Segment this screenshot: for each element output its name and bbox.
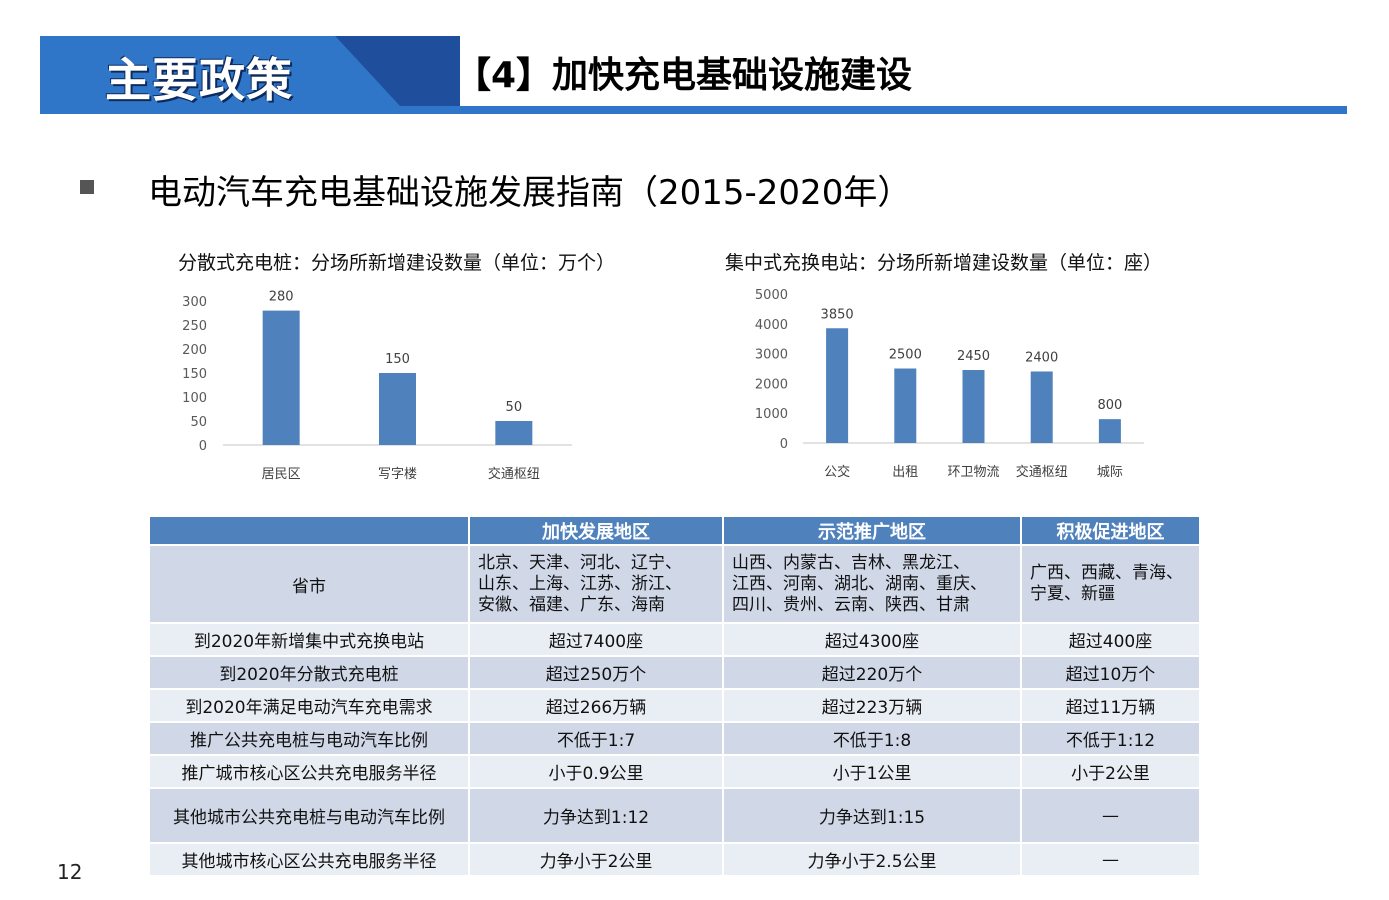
table-cell: 超过4300座	[724, 624, 1020, 655]
row-label: 推广城市核心区公共充电服务半径	[150, 756, 468, 787]
table-header-row: 加快发展地区 示范推广地区 积极促进地区	[150, 517, 1199, 544]
row-label: 到2020年分散式充电桩	[150, 657, 468, 688]
table-cell: 不低于1:7	[470, 723, 722, 754]
table-cell: 超过220万个	[724, 657, 1020, 688]
chart2-category-label: 环卫物流	[947, 465, 999, 480]
table-cell: 力争小于2.5公里	[724, 844, 1020, 875]
chart1-bar-chart: 0 50 100 150 200 250 300 280 居民区 150 写字楼 50 交通枢纽	[182, 290, 572, 482]
chart2-bar-chart: 0 1000 2000 3000 4000 5000 3850 公交 2500 出租 2450 环卫物…	[755, 288, 1144, 480]
table-cell: 超过266万辆	[470, 690, 722, 721]
row-label: 到2020年满足电动汽车充电需求	[150, 690, 468, 721]
row-label: 到2020年新增集中式充换电站	[150, 624, 468, 655]
table-cell: 广西、西藏、青海、 宁夏、新疆	[1022, 546, 1199, 622]
chart2-y-tick-label: 2000	[755, 377, 788, 392]
table-cell: 超过223万辆	[724, 690, 1020, 721]
chart1-data-label: 50	[506, 400, 523, 415]
table-cell: 力争达到1:15	[724, 789, 1020, 842]
chart1-y-tick-label: 200	[182, 343, 207, 358]
table-cell: 不低于1:12	[1022, 723, 1199, 754]
table-cell: 小于2公里	[1022, 756, 1199, 787]
table-header-accelerated: 加快发展地区	[470, 517, 722, 544]
chart1-category-label: 居民区	[262, 467, 301, 482]
header-rule	[40, 106, 1347, 114]
chart2-bar	[1098, 419, 1121, 443]
table-header-demonstration: 示范推广地区	[724, 517, 1020, 544]
chart2-y-tick-label: 5000	[755, 288, 788, 303]
table-row: 推广城市核心区公共充电服务半径 小于0.9公里 小于1公里 小于2公里	[150, 756, 1199, 787]
chart2-bar	[962, 369, 985, 443]
page-number: 12	[57, 860, 83, 884]
chart1-category-label: 写字楼	[378, 467, 417, 482]
chart1-title: 分散式充电桩：分场所新增建设数量（单位：万个）	[178, 252, 616, 274]
chart2-category-label: 城际	[1097, 465, 1123, 480]
chart1-data-label: 280	[269, 290, 294, 305]
chart1-y-tick-label: 100	[182, 391, 207, 406]
policy-table: 加快发展地区 示范推广地区 积极促进地区 省市 北京、天津、河北、辽宁、 山东、上…	[148, 515, 1201, 877]
chart2-y-tick-label: 0	[780, 437, 788, 452]
table-row: 推广公共充电桩与电动汽车比例 不低于1:7 不低于1:8 不低于1:12	[150, 723, 1199, 754]
table-row: 其他城市核心区公共充电服务半径 力争小于2公里 力争小于2.5公里 —	[150, 844, 1199, 875]
chart1-data-label: 150	[385, 352, 410, 367]
chart2-bar	[1030, 371, 1053, 443]
chart1-bar	[495, 421, 533, 445]
chart2-bar	[826, 328, 849, 443]
table-row: 到2020年分散式充电桩 超过250万个 超过220万个 超过10万个	[150, 657, 1199, 688]
chart2-y-tick-label: 4000	[755, 318, 788, 333]
chart1-bar	[262, 310, 300, 445]
table-cell: 超过11万辆	[1022, 690, 1199, 721]
chart1-y-tick-label: 300	[182, 295, 207, 310]
chart2-category-label: 公交	[824, 464, 850, 480]
chart2-y-tick-label: 1000	[755, 407, 788, 422]
header-banner	[40, 36, 400, 106]
table-cell: —	[1022, 789, 1199, 842]
chart2-data-label: 2450	[957, 349, 990, 364]
table-row: 其他城市公共充电桩与电动汽车比例 力争达到1:12 力争达到1:15 —	[150, 789, 1199, 842]
chart2-title: 集中式充换电站：分场所新增建设数量（单位：座）	[725, 252, 1163, 274]
page-title: 【4】加快充电基础设施建设	[455, 55, 913, 96]
row-label: 其他城市公共充电桩与电动汽车比例	[150, 789, 468, 842]
table-header-corner	[150, 517, 468, 544]
subtitle: 电动汽车充电基础设施发展指南（2015-2020年）	[148, 173, 912, 213]
chart2-category-label: 交通枢纽	[1016, 464, 1068, 480]
table-cell: 超过7400座	[470, 624, 722, 655]
table-cell: —	[1022, 844, 1199, 875]
chart2-category-label: 出租	[892, 465, 918, 480]
table-cell: 力争达到1:12	[470, 789, 722, 842]
chart2-data-label: 2400	[1025, 350, 1058, 365]
table-row: 到2020年新增集中式充换电站 超过7400座 超过4300座 超过400座	[150, 624, 1199, 655]
chart2-data-label: 800	[1097, 398, 1122, 413]
table-cell: 小于0.9公里	[470, 756, 722, 787]
table-cell: 不低于1:8	[724, 723, 1020, 754]
row-label: 推广公共充电桩与电动汽车比例	[150, 723, 468, 754]
chart1-y-tick-label: 150	[182, 367, 207, 382]
row-label: 其他城市核心区公共充电服务半径	[150, 844, 468, 875]
chart1-category-label: 交通枢纽	[488, 466, 540, 482]
chart1-bar	[379, 373, 416, 445]
section-label: 主要政策	[105, 53, 293, 107]
table-cell: 北京、天津、河北、辽宁、 山东、上海、江苏、浙江、 安徽、福建、广东、海南	[470, 546, 722, 622]
table-cell: 超过250万个	[470, 657, 722, 688]
table-header-promotion: 积极促进地区	[1022, 517, 1199, 544]
table-cell: 山西、内蒙古、吉林、黑龙江、 江西、河南、湖北、湖南、重庆、 四川、贵州、云南、陕西…	[724, 546, 1020, 622]
chart2-bar	[894, 368, 917, 443]
table-cell: 超过10万个	[1022, 657, 1199, 688]
chart2-data-label: 2500	[889, 348, 922, 363]
table-row: 到2020年满足电动汽车充电需求 超过266万辆 超过223万辆 超过11万辆	[150, 690, 1199, 721]
chart1-y-tick-label: 50	[190, 415, 207, 430]
bullet-square-icon	[80, 180, 94, 194]
table-cell: 力争小于2公里	[470, 844, 722, 875]
row-label: 省市	[150, 546, 468, 622]
chart2-data-label: 3850	[821, 307, 854, 322]
table-row: 省市 北京、天津、河北、辽宁、 山东、上海、江苏、浙江、 安徽、福建、广东、海南 山…	[150, 546, 1199, 622]
chart1-y-tick-label: 250	[182, 319, 207, 334]
chart1-y-tick-label: 0	[199, 439, 207, 454]
chart2-y-tick-label: 3000	[755, 348, 788, 363]
table-cell: 超过400座	[1022, 624, 1199, 655]
table-cell: 小于1公里	[724, 756, 1020, 787]
